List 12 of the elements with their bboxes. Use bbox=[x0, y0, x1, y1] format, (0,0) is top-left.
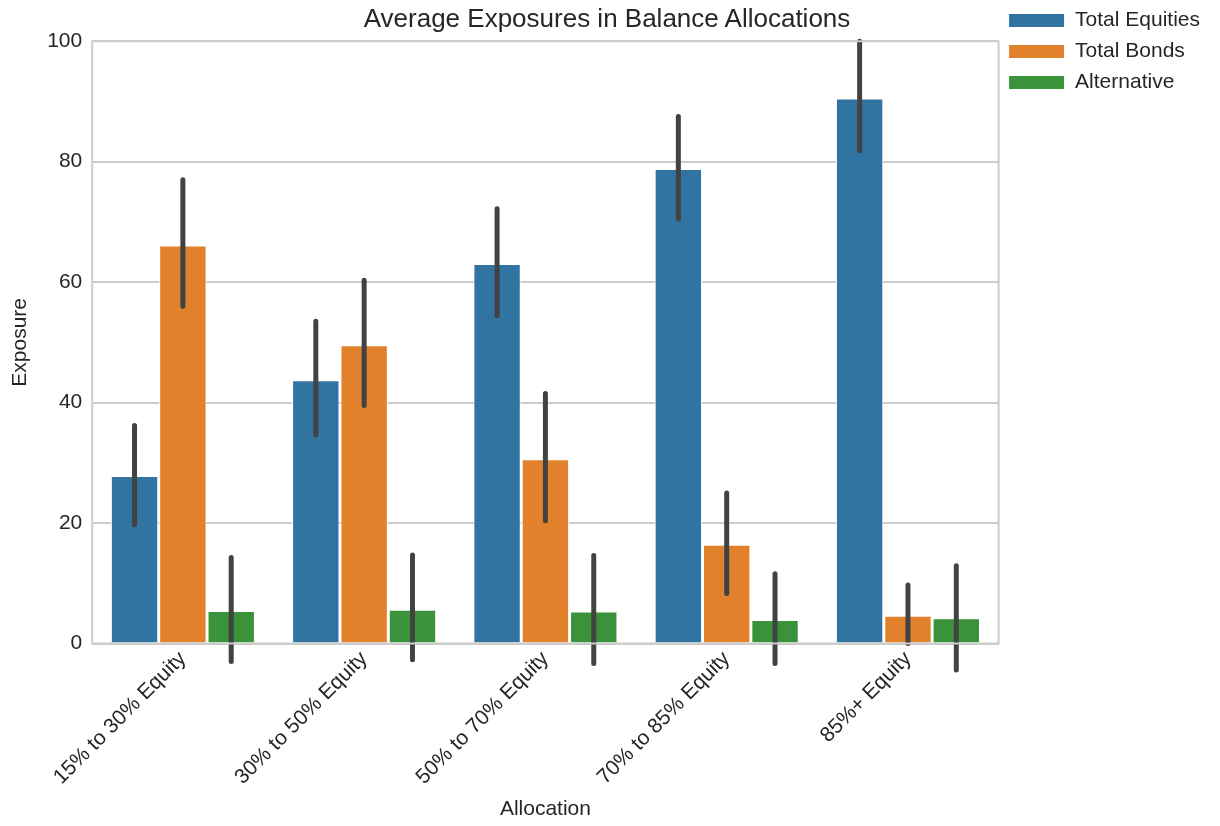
x-axis-title: Allocation bbox=[499, 796, 591, 820]
legend-label: Total Equities bbox=[1075, 7, 1200, 31]
y-tick-label: 80 bbox=[58, 148, 83, 172]
y-tick-label: 100 bbox=[47, 28, 83, 51]
y-tick-label: 40 bbox=[58, 389, 83, 413]
y-axis-title: Exposure bbox=[7, 298, 31, 387]
legend-label: Total Bonds bbox=[1075, 38, 1185, 62]
chart-title: Average Exposures in Balance Allocations bbox=[363, 2, 851, 33]
y-tick-label: 60 bbox=[58, 268, 83, 292]
legend-label: Alternative bbox=[1075, 69, 1175, 93]
y-tick-label: 0 bbox=[70, 630, 83, 654]
y-tick-label: 20 bbox=[58, 509, 83, 533]
